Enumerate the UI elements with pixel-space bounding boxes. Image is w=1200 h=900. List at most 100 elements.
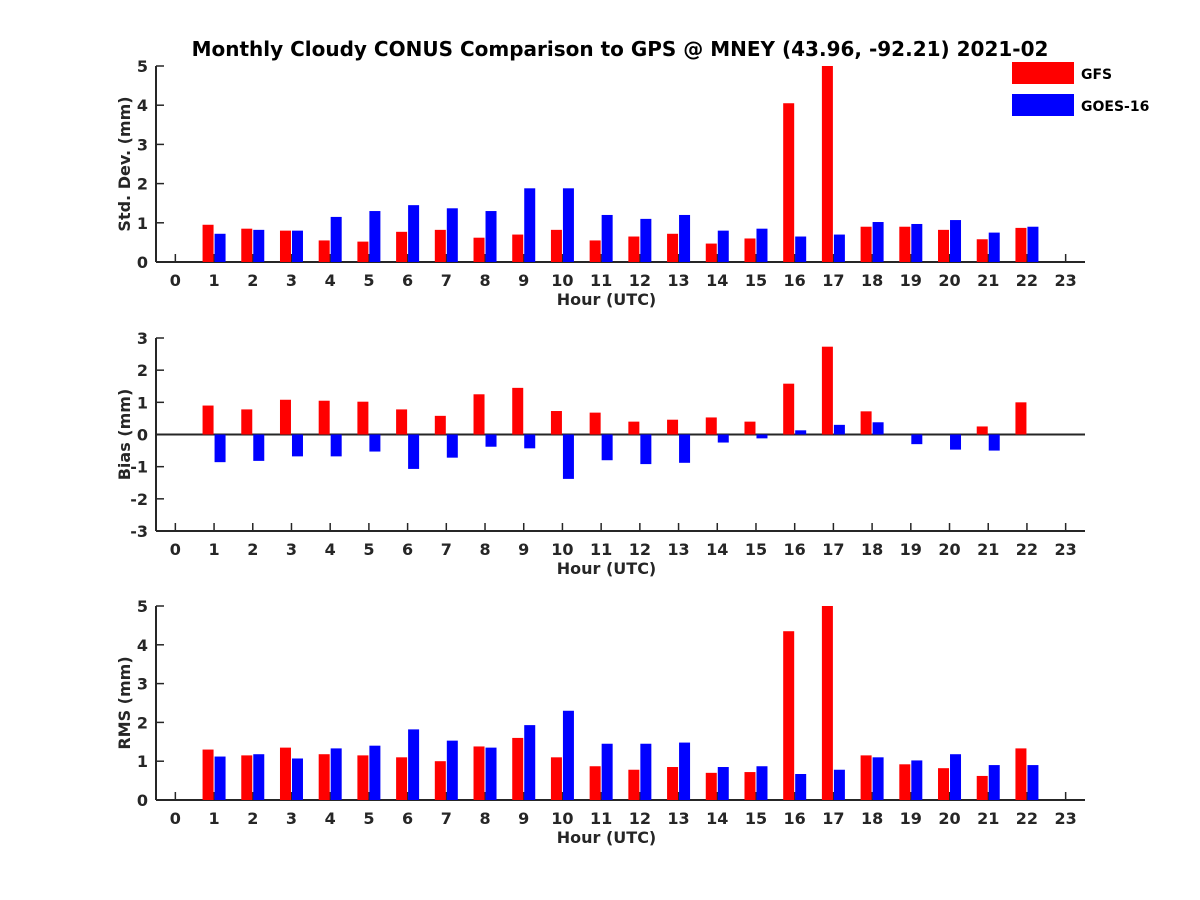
bar-goes-16-hour-20 bbox=[950, 754, 962, 800]
bar-gfs-hour-2 bbox=[241, 755, 253, 800]
x-tick-label: 11 bbox=[590, 271, 612, 290]
bar-goes-16-hour-9 bbox=[524, 188, 536, 262]
bar-goes-16-hour-5 bbox=[369, 745, 381, 800]
x-tick-label: 1 bbox=[208, 809, 219, 828]
bar-gfs-hour-12 bbox=[628, 421, 640, 435]
y-tick-label: -2 bbox=[130, 490, 148, 509]
bar-goes-16-hour-13 bbox=[679, 742, 691, 800]
x-tick-label: 12 bbox=[629, 809, 651, 828]
bar-gfs-hour-7 bbox=[434, 415, 446, 435]
x-tick-label: 5 bbox=[363, 271, 374, 290]
bar-gfs-hour-7 bbox=[434, 229, 446, 262]
bar-gfs-hour-11 bbox=[589, 412, 601, 435]
x-tick-label: 4 bbox=[325, 540, 336, 559]
bar-gfs-hour-2 bbox=[241, 409, 253, 435]
x-tick-label: 14 bbox=[706, 271, 728, 290]
x-tick-label: 22 bbox=[1016, 540, 1038, 559]
bar-goes-16-hour-21 bbox=[988, 232, 1000, 262]
x-tick-label: 21 bbox=[977, 809, 999, 828]
bar-goes-16-hour-5 bbox=[369, 434, 381, 452]
bar-goes-16-hour-14 bbox=[717, 767, 729, 800]
x-axis-title: Hour (UTC) bbox=[557, 290, 657, 309]
x-tick-label: 15 bbox=[745, 540, 767, 559]
x-tick-label: 15 bbox=[745, 271, 767, 290]
bar-gfs-hour-22 bbox=[1015, 748, 1027, 800]
bar-gfs-hour-5 bbox=[357, 241, 369, 262]
bar-goes-16-hour-8 bbox=[485, 211, 497, 262]
bar-goes-16-hour-6 bbox=[408, 434, 420, 469]
bar-gfs-hour-8 bbox=[473, 394, 485, 435]
y-tick-label: 2 bbox=[137, 361, 148, 380]
bar-gfs-hour-1 bbox=[202, 749, 214, 800]
x-tick-label: 0 bbox=[170, 540, 181, 559]
x-tick-label: 11 bbox=[590, 809, 612, 828]
x-tick-label: 10 bbox=[551, 271, 573, 290]
bar-gfs-hour-16 bbox=[783, 631, 795, 800]
x-tick-label: 6 bbox=[402, 540, 413, 559]
bar-gfs-hour-9 bbox=[512, 234, 524, 262]
bar-gfs-hour-11 bbox=[589, 766, 601, 800]
y-tick-label: 4 bbox=[137, 96, 148, 115]
legend-swatch-goes-16 bbox=[1012, 94, 1074, 116]
x-tick-label: 3 bbox=[286, 540, 297, 559]
legend-label: GFS bbox=[1081, 67, 1112, 83]
bar-goes-16-hour-10 bbox=[562, 710, 574, 800]
x-tick-label: 18 bbox=[861, 809, 883, 828]
x-tick-label: 22 bbox=[1016, 271, 1038, 290]
bar-goes-16-hour-1 bbox=[214, 434, 226, 463]
bar-gfs-hour-20 bbox=[938, 768, 950, 800]
bar-goes-16-hour-4 bbox=[330, 434, 342, 457]
x-tick-label: 3 bbox=[286, 271, 297, 290]
y-tick-label: 3 bbox=[137, 329, 148, 348]
x-tick-label: 17 bbox=[822, 271, 844, 290]
x-tick-label: 9 bbox=[518, 540, 529, 559]
x-tick-label: 20 bbox=[938, 271, 960, 290]
x-tick-label: 7 bbox=[441, 271, 452, 290]
bar-goes-16-hour-12 bbox=[640, 434, 652, 465]
bar-gfs-hour-17 bbox=[821, 66, 833, 262]
bar-goes-16-hour-18 bbox=[872, 757, 884, 800]
x-tick-label: 16 bbox=[784, 540, 806, 559]
bar-gfs-hour-22 bbox=[1015, 402, 1027, 435]
bar-goes-16-hour-22 bbox=[1027, 226, 1039, 262]
bar-goes-16-hour-4 bbox=[330, 748, 342, 800]
x-tick-label: 5 bbox=[363, 540, 374, 559]
y-tick-label: 3 bbox=[137, 675, 148, 694]
x-tick-label: 6 bbox=[402, 809, 413, 828]
bar-goes-16-hour-22 bbox=[1027, 765, 1039, 800]
bar-gfs-hour-15 bbox=[744, 772, 756, 800]
bar-goes-16-hour-20 bbox=[950, 434, 962, 450]
x-tick-label: 13 bbox=[667, 540, 689, 559]
bar-gfs-hour-13 bbox=[667, 419, 679, 435]
bar-gfs-hour-13 bbox=[667, 233, 679, 262]
bar-gfs-hour-22 bbox=[1015, 227, 1027, 262]
bar-gfs-hour-8 bbox=[473, 746, 485, 800]
bar-gfs-hour-15 bbox=[744, 238, 756, 262]
x-tick-label: 12 bbox=[629, 271, 651, 290]
x-tick-label: 23 bbox=[1055, 540, 1077, 559]
y-tick-label: 0 bbox=[137, 426, 148, 445]
x-tick-label: 20 bbox=[938, 540, 960, 559]
bar-gfs-hour-3 bbox=[279, 230, 291, 262]
x-tick-label: 8 bbox=[479, 809, 490, 828]
bar-goes-16-hour-10 bbox=[562, 188, 574, 262]
bar-gfs-hour-2 bbox=[241, 228, 253, 262]
y-axis-title: RMS (mm) bbox=[115, 656, 134, 749]
bar-goes-16-hour-15 bbox=[756, 228, 768, 262]
bar-goes-16-hour-2 bbox=[253, 434, 265, 461]
y-axis-title: Std. Dev. (mm) bbox=[115, 96, 134, 231]
bar-gfs-hour-6 bbox=[396, 757, 408, 800]
x-tick-label: 1 bbox=[208, 540, 219, 559]
y-tick-label: -3 bbox=[130, 522, 148, 541]
bar-gfs-hour-4 bbox=[318, 400, 330, 435]
bar-goes-16-hour-10 bbox=[562, 434, 574, 479]
bar-goes-16-hour-11 bbox=[601, 743, 613, 800]
bar-gfs-hour-19 bbox=[899, 764, 911, 800]
y-tick-label: 1 bbox=[137, 752, 148, 771]
bar-gfs-hour-21 bbox=[976, 239, 988, 262]
y-tick-label: -1 bbox=[130, 458, 148, 477]
x-tick-label: 2 bbox=[247, 809, 258, 828]
